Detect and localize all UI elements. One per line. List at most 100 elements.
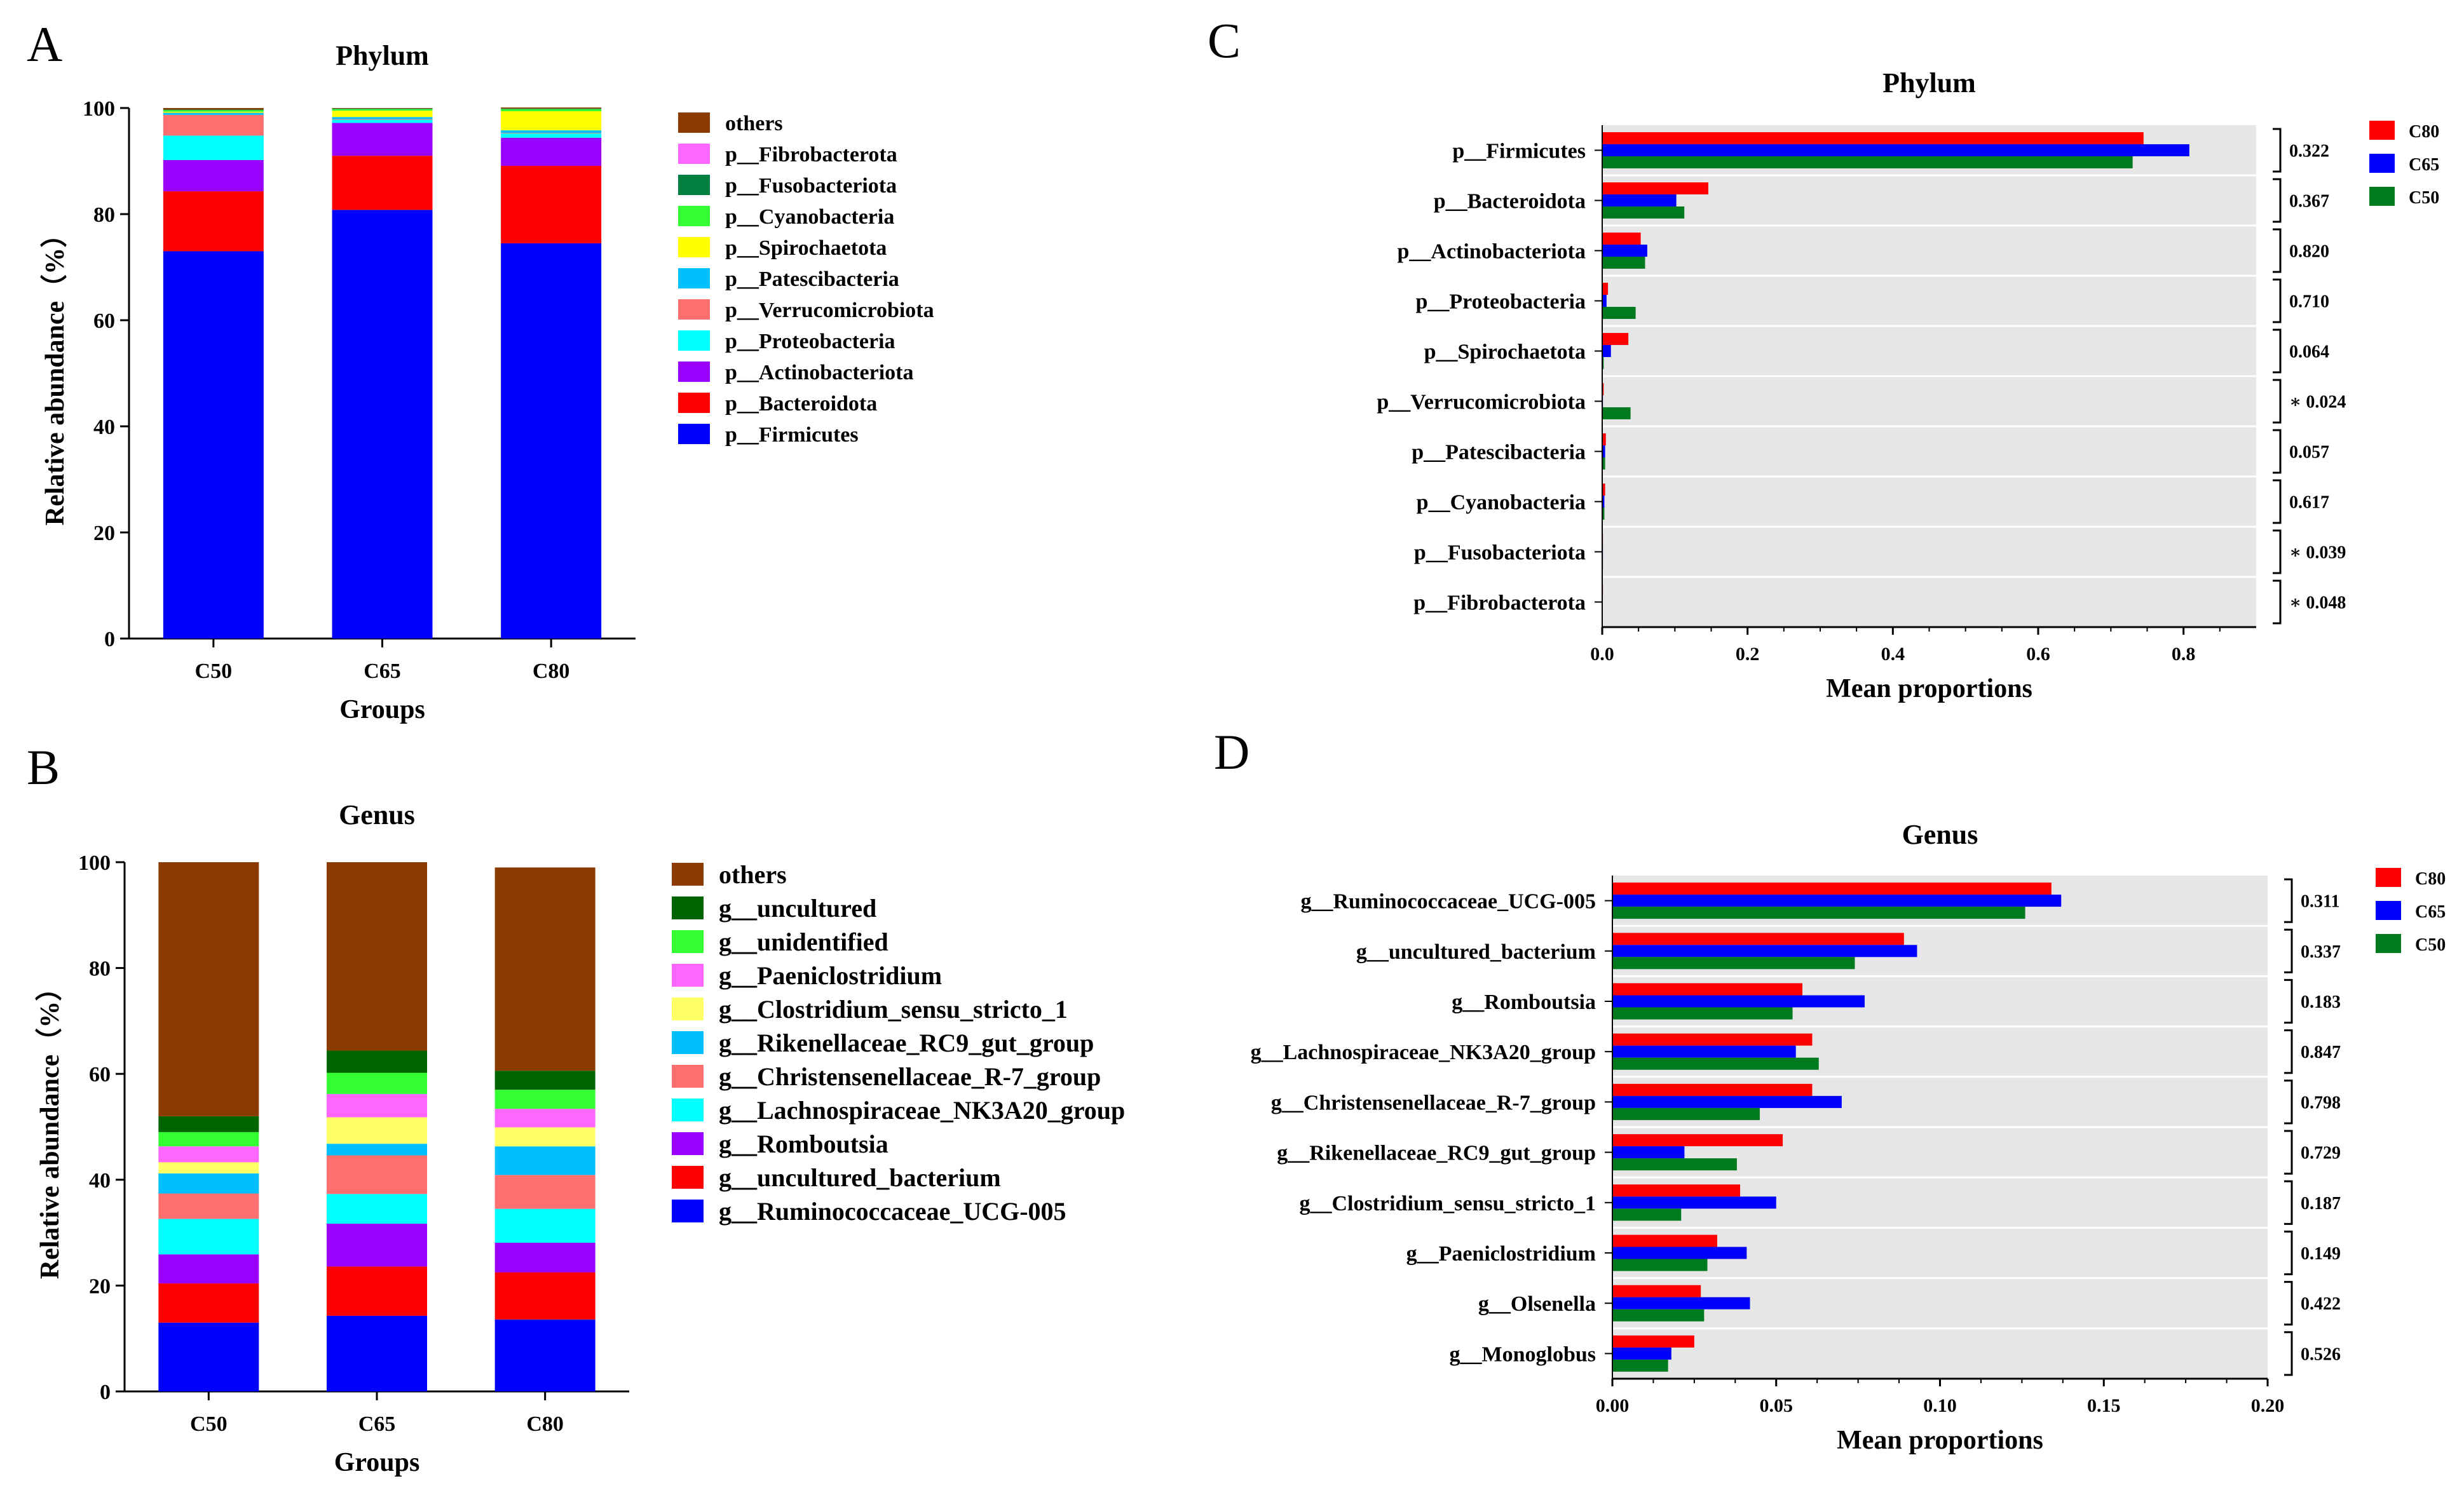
- legend-swatch-g-romboutsia: [672, 1132, 704, 1155]
- legend-swatch-g-rikenellaceae-rc9-gut-group: [672, 1031, 704, 1054]
- legend-swatch-p-cyanobacteria: [678, 206, 710, 226]
- bar-c65-p-patescibacteria: [1602, 445, 1605, 457]
- bar-segment-g-ruminococcaceae-ucg-005-c80: [494, 1319, 596, 1391]
- bar-segment-p-patescibacteria-c80: [501, 130, 602, 133]
- legend-swatch-p-verrucomicrobiota: [678, 299, 710, 320]
- y-axis-title: Relative abundance（%）: [35, 975, 65, 1280]
- p-value-label: 0.183: [2301, 992, 2341, 1012]
- x-tick-label: 0.8: [2172, 644, 2196, 665]
- bar-segment-g-unidentified-c65: [327, 1072, 427, 1094]
- p-value-label: ∗ 0.039: [2289, 543, 2346, 563]
- bar-c50-p-bacteroidota: [1602, 206, 1685, 219]
- category-label: p__Spirochaetota: [1424, 341, 1586, 364]
- chart-title: Genus: [339, 799, 415, 830]
- bar-segment-g-rikenellaceae-rc9-gut-group-c50: [158, 1173, 259, 1194]
- legend-swatch-g-uncultured-bacterium: [672, 1166, 704, 1189]
- p-value-bracket: [2273, 128, 2282, 173]
- legend-label-g-uncultured: g__uncultured: [719, 894, 876, 923]
- category-label: p__Fibrobacterota: [1413, 592, 1586, 615]
- y-tick-label: 40: [93, 416, 115, 439]
- legend-swatch-p-spirochaetota: [678, 237, 710, 257]
- category-label: p__Fusobacteriota: [1414, 541, 1586, 565]
- legend-label-p-firmicutes: p__Firmicutes: [725, 423, 859, 447]
- legend-swatch-others: [678, 112, 710, 133]
- p-value-bracket: [2273, 328, 2282, 374]
- category-label: g__Christensenellaceae_R-7_group: [1271, 1091, 1596, 1114]
- bar-segment-p-proteobacteria-c65: [332, 119, 433, 123]
- x-tick-label: C65: [364, 659, 401, 683]
- category-label: g__Rikenellaceae_RC9_gut_group: [1277, 1142, 1596, 1165]
- bar-segment-p-patescibacteria-c50: [163, 112, 264, 115]
- x-tick-label: 0.05: [1760, 1395, 1794, 1416]
- p-value-label: 0.322: [2289, 142, 2329, 161]
- bar-c50-p-proteobacteria: [1602, 306, 1636, 319]
- p-value-bracket: [2284, 928, 2293, 973]
- bar-segment-g-unidentified-c50: [158, 1132, 259, 1147]
- category-label: p__Cyanobacteria: [1417, 491, 1586, 515]
- p-value-bracket: [2284, 1079, 2293, 1125]
- legend-swatch-g-uncultured: [672, 896, 704, 919]
- legend-swatch-p-patescibacteria: [678, 268, 710, 288]
- bar-c80-g-paeniclostridium: [1612, 1234, 1717, 1247]
- legend-label-p-cyanobacteria: p__Cyanobacteria: [725, 205, 894, 229]
- p-value-bracket: [2273, 278, 2282, 323]
- legend-swatch-p-fibrobacterota: [678, 144, 710, 164]
- bar-c80-g-uncultured-bacterium: [1612, 933, 1904, 945]
- bar-c80-p-spirochaetota: [1602, 333, 1629, 346]
- bar-segment-p-spirochaetota-c80: [501, 111, 602, 131]
- legend-label-c80: C80: [2409, 122, 2439, 142]
- panel-b-genus-stacked-chart: Genus 0 20 40 60 80 100 Relative abundance（%） C5…: [35, 799, 1125, 1477]
- chart-title: Phylum: [1882, 67, 1976, 98]
- p-value-label: 0.149: [2301, 1244, 2341, 1264]
- legend-swatch-others: [672, 863, 704, 886]
- bar-segment-g-christensenellaceae-r-7-group-c50: [158, 1193, 259, 1219]
- p-value-bracket: [2284, 978, 2293, 1024]
- bar-c65-g-rikenellaceae-rc9-gut-group: [1612, 1146, 1685, 1159]
- bar-segment-g-romboutsia-c50: [158, 1254, 259, 1284]
- bar-segment-g-ruminococcaceae-ucg-005-c65: [327, 1315, 427, 1391]
- legend-label-c80: C80: [2415, 869, 2446, 889]
- bar-segment-p-firmicutes-c65: [332, 210, 433, 639]
- legend-label-c65: C65: [2409, 155, 2439, 175]
- y-tick-label: 0: [104, 628, 115, 651]
- category-label: p__Firmicutes: [1452, 140, 1586, 163]
- bar-segment-p-proteobacteria-c50: [163, 135, 264, 160]
- bar-c65-p-proteobacteria: [1602, 295, 1607, 307]
- p-value-label: 0.311: [2301, 892, 2339, 912]
- category-label: p__Bacteroidota: [1434, 190, 1586, 213]
- bar-segment-g-clostridium-sensu-stricto-1-c65: [327, 1117, 427, 1144]
- x-tick-label: C50: [190, 1412, 228, 1436]
- bar-segment-g-lachnospiraceae-nk3a20-group-c80: [494, 1208, 596, 1243]
- category-label: g__uncultured_bacterium: [1356, 940, 1596, 964]
- bar-segment-g-uncultured-bacterium-c80: [494, 1272, 596, 1320]
- y-tick-label: 80: [93, 203, 115, 227]
- p-value-label: 0.064: [2289, 342, 2329, 362]
- y-tick-label: 80: [89, 957, 111, 981]
- y-axis-title: Relative abundance（%）: [40, 221, 70, 526]
- bar-segment-g-uncultured-c50: [158, 1116, 259, 1132]
- bar-segment-g-romboutsia-c65: [327, 1223, 427, 1267]
- bar-segment-others-c80: [494, 867, 596, 1071]
- category-label: p__Patescibacteria: [1412, 441, 1586, 464]
- bar-segment-g-clostridium-sensu-stricto-1-c80: [494, 1127, 596, 1147]
- bar-c50-g-clostridium-sensu-stricto-1: [1612, 1208, 1682, 1221]
- p-value-bracket: [2273, 379, 2282, 424]
- p-value-label: 0.422: [2301, 1294, 2341, 1314]
- bar-c50-g-olsenella: [1612, 1309, 1705, 1322]
- legend-label-g-uncultured-bacterium: g__uncultured_bacterium: [719, 1163, 1001, 1192]
- bar-segment-others-c65: [332, 108, 433, 109]
- legend-label-p-verrucomicrobiota: p__Verrucomicrobiota: [725, 299, 934, 322]
- x-tick-label: C50: [195, 659, 233, 683]
- bar-segment-p-spirochaetota-c65: [332, 111, 433, 118]
- p-value-label: 0.820: [2289, 242, 2329, 262]
- legend-swatch-c65: [2376, 901, 2401, 920]
- bar-c50-g-monoglobus: [1612, 1359, 1668, 1372]
- bar-segment-g-unidentified-c80: [494, 1090, 596, 1109]
- panel-a-phylum-stacked-chart: Phylum 0 20 40 60 80 100 Relative abundance（%） C…: [40, 40, 934, 724]
- bar-c65-p-spirochaetota: [1602, 345, 1611, 357]
- bar-c80-p-actinobacteriota: [1602, 233, 1641, 245]
- bar-segment-others-c65: [327, 862, 427, 1051]
- bar-c65-g-ruminococcaceae-ucg-005: [1612, 895, 2062, 907]
- p-value-label: 0.847: [2301, 1043, 2341, 1062]
- legend-swatch-p-bacteroidota: [678, 393, 710, 413]
